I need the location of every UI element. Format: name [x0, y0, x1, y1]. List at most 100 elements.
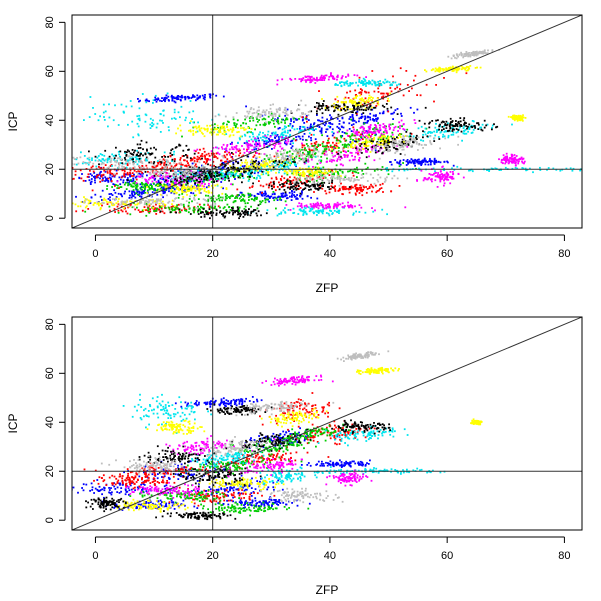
data-point — [360, 149, 362, 152]
data-point — [515, 161, 517, 164]
data-point — [213, 200, 216, 203]
data-point — [291, 139, 294, 142]
data-point — [352, 117, 355, 120]
data-point — [102, 103, 105, 106]
data-point — [305, 115, 308, 117]
data-point — [138, 114, 141, 117]
data-point — [88, 116, 91, 118]
data-point — [308, 75, 310, 78]
data-point — [238, 148, 241, 151]
data-point — [137, 151, 140, 154]
data-point — [347, 143, 350, 146]
data-point — [265, 212, 268, 215]
data-point — [229, 175, 232, 178]
data-point — [335, 203, 337, 206]
data-point — [194, 183, 196, 186]
data-point — [234, 197, 236, 199]
data-point — [400, 133, 403, 136]
data-point — [226, 153, 228, 156]
data-point — [383, 133, 385, 136]
data-point — [336, 117, 339, 120]
data-point — [238, 210, 241, 212]
data-point — [293, 159, 296, 162]
data-point — [188, 189, 190, 192]
data-point — [336, 160, 338, 162]
data-point — [174, 171, 177, 174]
data-point — [348, 128, 351, 130]
data-point — [393, 126, 396, 129]
data-point — [175, 96, 178, 99]
data-point — [359, 139, 362, 141]
data-point — [371, 108, 374, 111]
data-point — [283, 172, 286, 175]
data-point — [103, 154, 106, 157]
data-point — [391, 170, 394, 173]
data-point — [291, 194, 293, 197]
data-point — [108, 176, 111, 179]
data-point — [456, 67, 459, 70]
data-point — [465, 69, 468, 72]
data-point — [313, 123, 315, 126]
data-point — [331, 123, 334, 126]
data-point — [178, 144, 181, 147]
data-point — [109, 172, 111, 174]
data-point — [444, 175, 447, 178]
data-point — [291, 161, 293, 163]
data-point — [216, 184, 219, 187]
data-point — [110, 172, 113, 175]
data-point — [330, 75, 333, 77]
data-point — [524, 117, 527, 119]
data-point — [122, 168, 125, 171]
data-point — [301, 78, 303, 81]
data-point — [230, 156, 233, 158]
data-point — [88, 150, 90, 153]
data-point — [183, 205, 185, 208]
data-point — [351, 146, 354, 149]
data-point — [356, 132, 358, 135]
data-point — [428, 173, 431, 175]
data-point — [254, 128, 256, 131]
data-point — [311, 170, 313, 173]
data-point — [378, 129, 380, 132]
data-point — [242, 122, 245, 124]
data-point — [218, 166, 220, 169]
data-point — [307, 165, 310, 168]
data-point — [283, 160, 286, 163]
data-point — [385, 130, 388, 132]
data-point — [159, 119, 161, 122]
data-point — [322, 122, 325, 125]
data-point — [208, 212, 210, 214]
data-point — [434, 170, 436, 173]
data-point — [210, 178, 213, 180]
data-point — [326, 128, 329, 131]
data-point — [424, 133, 427, 136]
data-point — [373, 90, 376, 93]
data-point — [410, 161, 413, 164]
data-point — [275, 178, 278, 180]
data-point — [232, 161, 235, 164]
data-point — [292, 117, 295, 119]
data-point — [520, 117, 522, 119]
data-point — [167, 155, 169, 158]
cluster-5-1 — [276, 72, 367, 86]
data-point — [159, 131, 162, 133]
data-point — [343, 81, 345, 84]
data-point — [213, 126, 216, 129]
data-point — [443, 131, 446, 133]
data-point — [332, 205, 335, 208]
data-point — [315, 128, 317, 130]
data-point — [376, 190, 379, 192]
data-point — [127, 123, 129, 126]
data-point — [131, 206, 134, 209]
data-point — [207, 204, 209, 206]
data-point — [313, 212, 315, 215]
data-point — [433, 130, 435, 133]
data-point — [315, 141, 318, 143]
data-point — [295, 168, 298, 171]
data-point — [247, 127, 250, 129]
data-point — [324, 169, 326, 171]
data-point — [177, 96, 179, 99]
data-point — [337, 203, 340, 206]
data-point — [503, 156, 506, 159]
data-point — [272, 119, 275, 122]
